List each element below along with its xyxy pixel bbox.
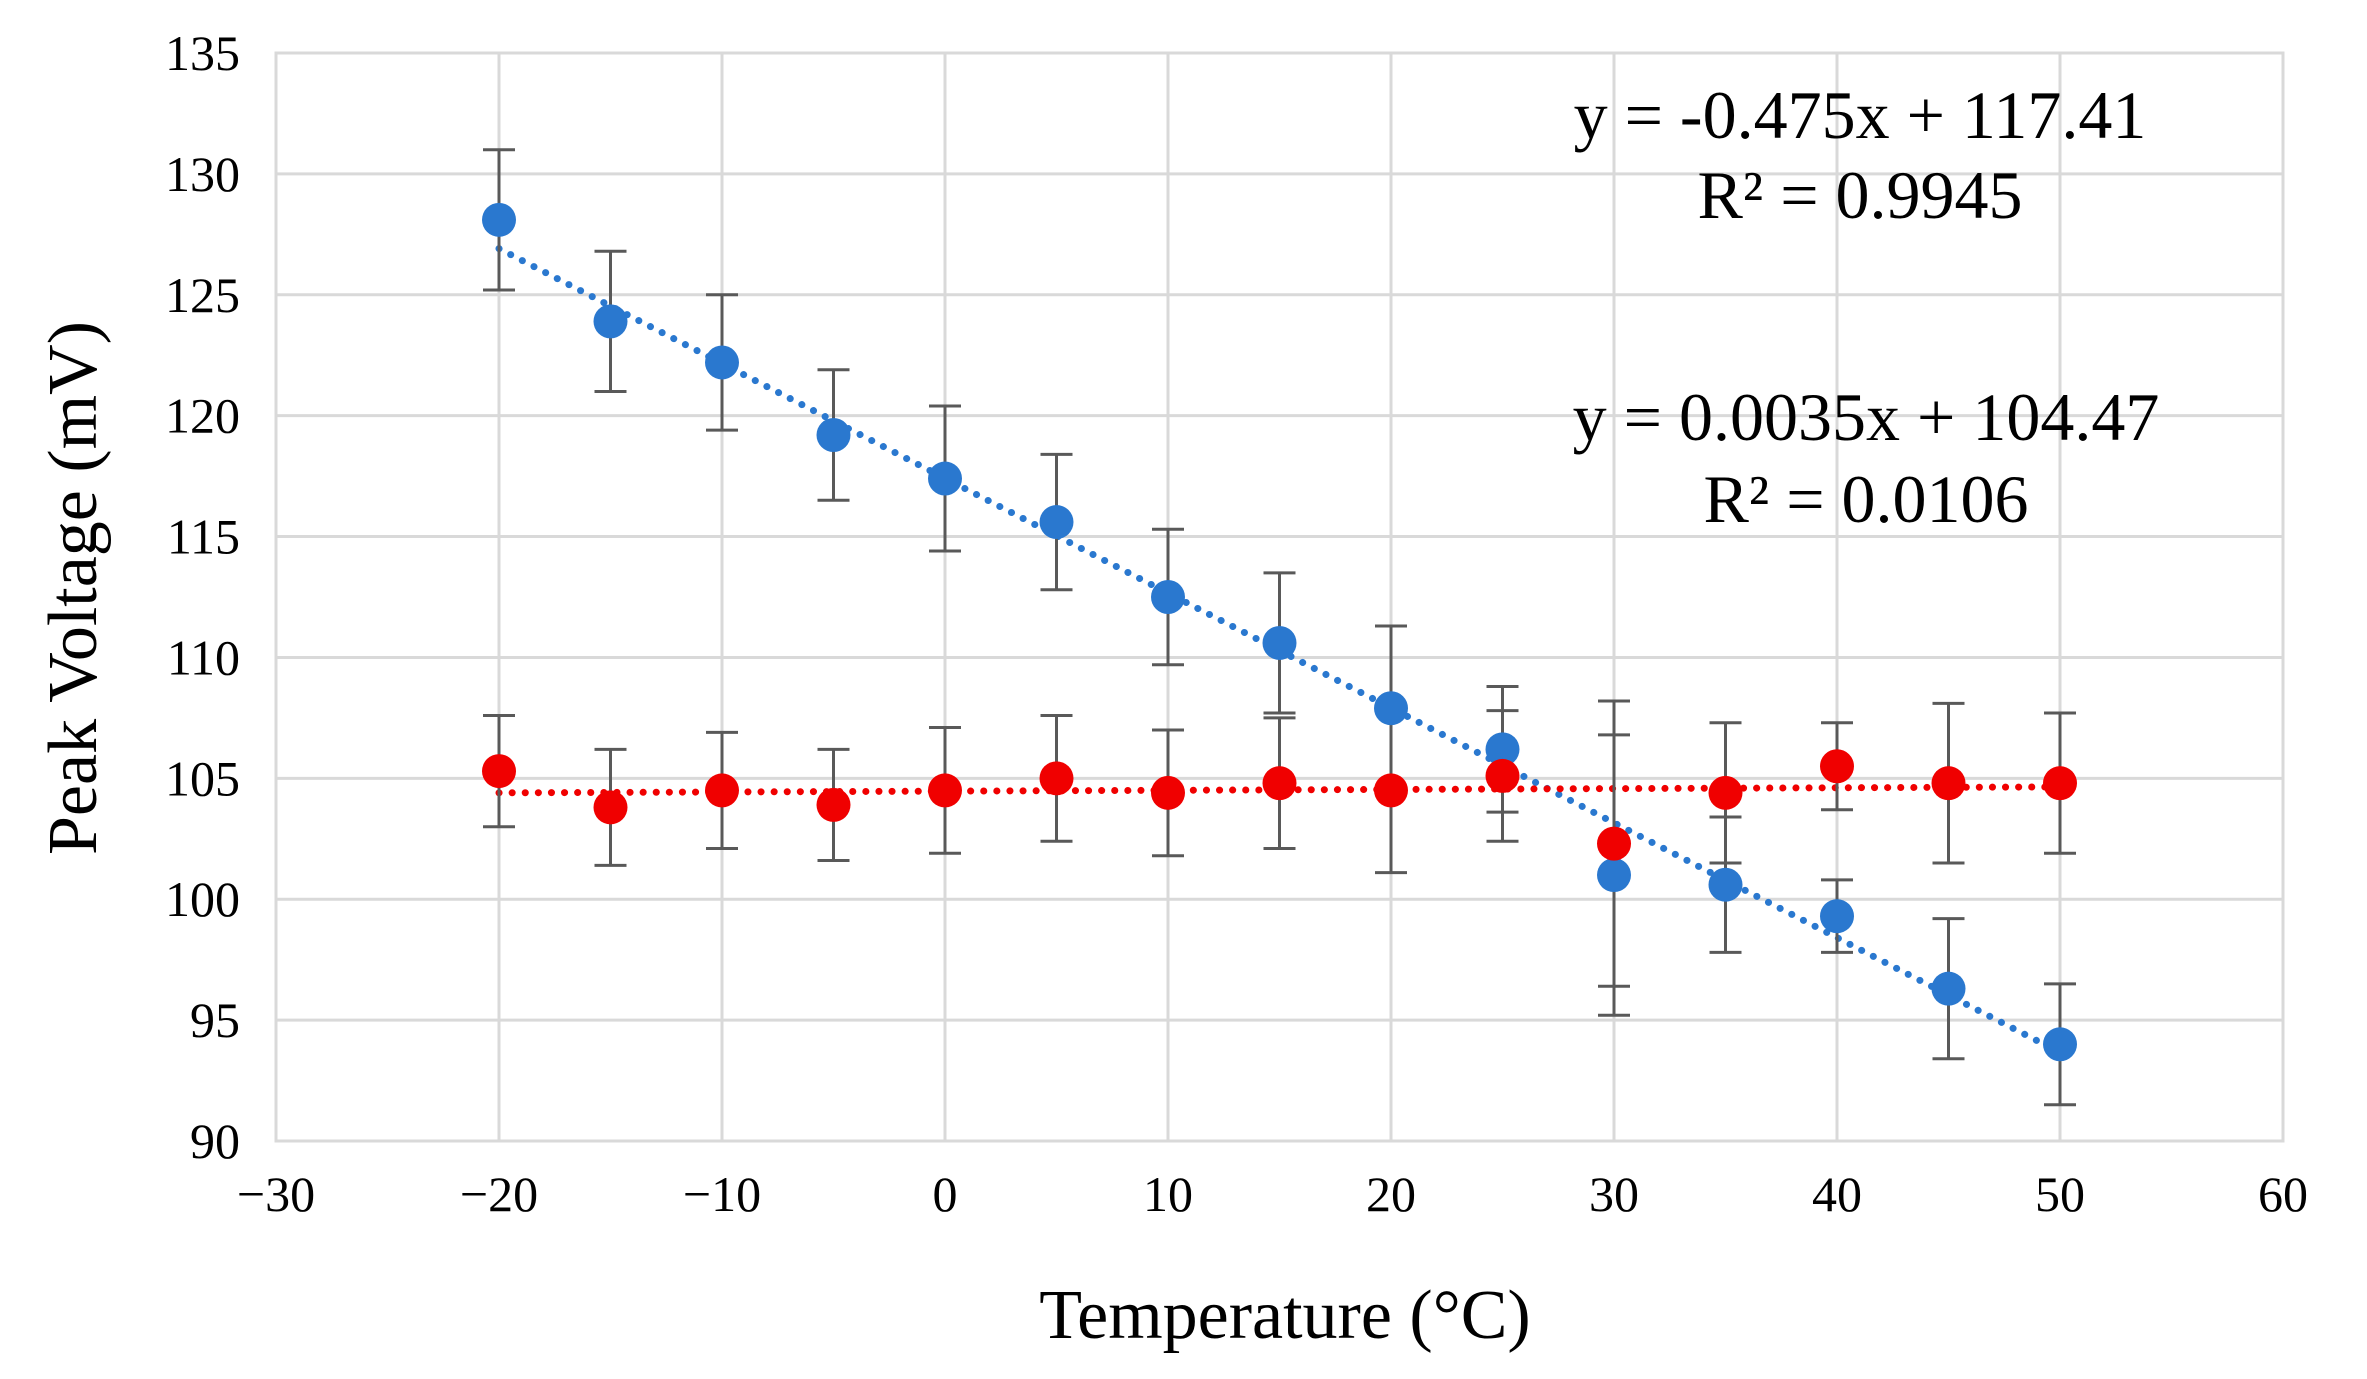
tick-labels: 90 95 100 105 110 115 120 125 130 135 −30 −20 −10 0 10…	[165, 25, 2308, 1222]
series-2-point	[816, 787, 851, 822]
x-tick-label: −10	[683, 1166, 761, 1222]
series-2-point	[705, 773, 739, 808]
error-bars	[483, 148, 2076, 1107]
y-tick-label: 110	[167, 629, 240, 685]
y-tick-label: 95	[190, 992, 240, 1048]
series-1-point	[1931, 971, 1966, 1006]
series-1-point	[705, 345, 739, 380]
x-tick-label: 40	[1812, 1166, 1862, 1222]
y-tick-label: 125	[165, 267, 240, 323]
series-1-r-squared: R² = 0.9945	[1697, 157, 2022, 233]
y-tick-label: 130	[165, 146, 240, 202]
x-tick-label: 50	[2035, 1166, 2085, 1222]
data-points	[482, 202, 2077, 1062]
series-2-point	[2043, 766, 2077, 801]
series-1-point	[1708, 867, 1743, 902]
plot-area-border	[274, 51, 2285, 1143]
series-2-point	[1597, 826, 1631, 861]
series-2-trendline	[495, 783, 2064, 797]
series-2-point	[1485, 758, 1520, 793]
series-2-point	[1708, 775, 1743, 810]
series-2-point	[1262, 766, 1297, 801]
y-tick-label: 135	[165, 25, 240, 81]
y-tick-label: 105	[165, 750, 240, 806]
x-tick-label: 0	[933, 1166, 958, 1222]
x-tick-label: 60	[2258, 1166, 2308, 1222]
series-1-point	[1262, 625, 1297, 660]
series-1-point	[816, 418, 851, 453]
y-tick-label: 115	[167, 509, 240, 565]
series-2-point	[1931, 766, 1966, 801]
series-2-point	[1039, 761, 1074, 796]
x-tick-label: 10	[1143, 1166, 1193, 1222]
series-1-equation: y = -0.475x + 117.41	[1574, 77, 2147, 153]
x-axis-title: Temperature (°C)	[1039, 1277, 1530, 1354]
y-axis-title: Peak Voltage (mV)	[35, 321, 112, 855]
x-tick-label: −20	[460, 1166, 538, 1222]
series-2-point	[1151, 775, 1185, 810]
series-2-equation: y = 0.0035x + 104.47	[1573, 379, 2160, 455]
series-2-point	[1374, 773, 1408, 808]
series-1-point	[1597, 858, 1631, 893]
series-2-point	[1820, 749, 1854, 784]
series-2-point	[593, 790, 628, 825]
series-1-point	[1485, 732, 1520, 767]
series-1-point	[482, 202, 516, 237]
series-1-point	[1820, 899, 1854, 934]
x-tick-label: 30	[1589, 1166, 1639, 1222]
x-tick-label: 20	[1366, 1166, 1416, 1222]
series-1-point	[593, 304, 628, 339]
y-tick-label: 120	[165, 388, 240, 444]
x-tick-label: −30	[237, 1166, 315, 1222]
series-1-point	[928, 461, 962, 496]
y-tick-label: 90	[190, 1113, 240, 1169]
series-1-point	[2043, 1027, 2077, 1062]
series-1-point	[1374, 691, 1408, 726]
series-2-point	[928, 773, 962, 808]
series-1-point	[1151, 580, 1185, 614]
series-2-r-squared: R² = 0.0106	[1703, 461, 2028, 537]
series-2-point	[482, 754, 516, 789]
y-tick-label: 100	[165, 871, 240, 927]
series-1-point	[1039, 505, 1074, 540]
